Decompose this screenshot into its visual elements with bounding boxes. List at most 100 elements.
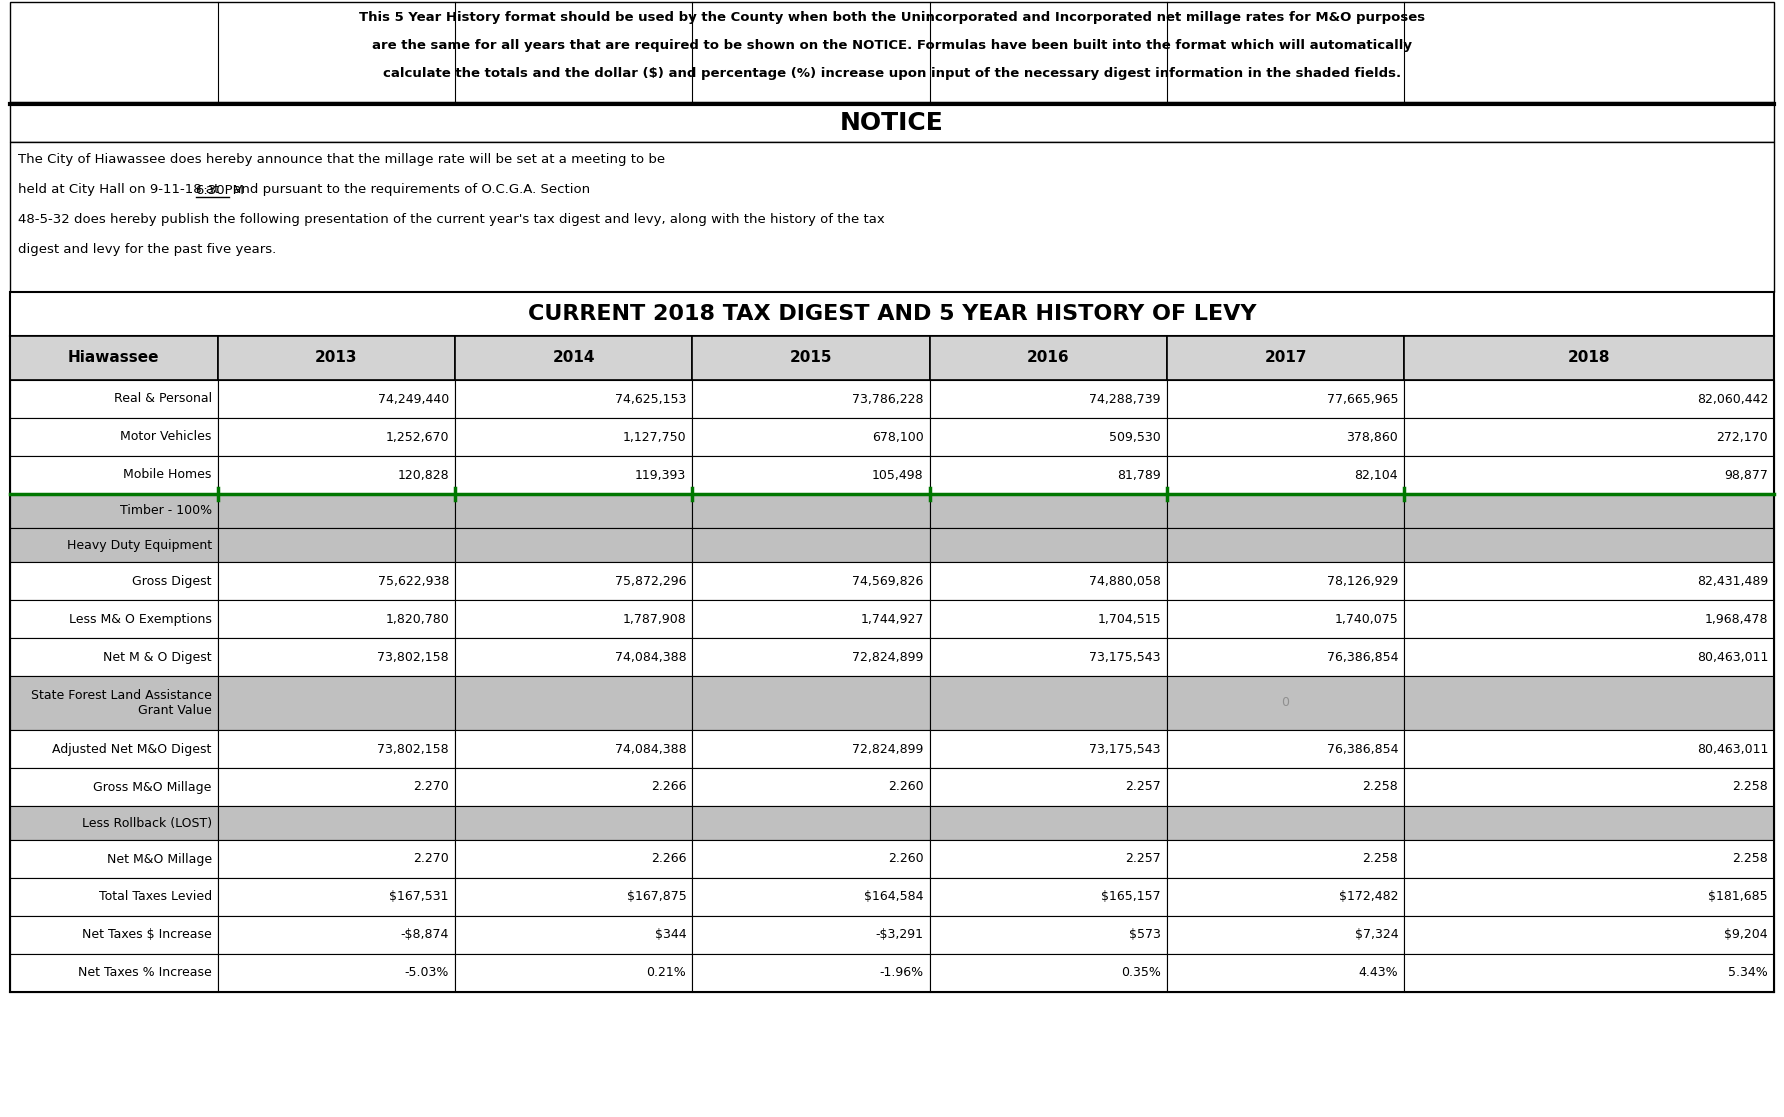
Text: 2018: 2018 <box>1568 351 1611 365</box>
Text: 2017: 2017 <box>1265 351 1308 365</box>
Text: 73,175,543: 73,175,543 <box>1090 743 1161 755</box>
Text: $573: $573 <box>1129 928 1161 942</box>
Text: 74,084,388: 74,084,388 <box>615 743 687 755</box>
Text: 73,802,158: 73,802,158 <box>378 650 450 663</box>
Text: Adjusted Net M&O Digest: Adjusted Net M&O Digest <box>52 743 212 755</box>
Bar <box>1404 731 1773 768</box>
Text: Net Taxes $ Increase: Net Taxes $ Increase <box>82 928 212 942</box>
Bar <box>1167 528 1404 562</box>
Bar <box>929 562 1167 600</box>
Bar <box>11 2 1773 102</box>
Text: Total Taxes Levied: Total Taxes Levied <box>98 890 212 904</box>
Bar <box>1404 600 1773 638</box>
Text: -$3,291: -$3,291 <box>876 928 924 942</box>
Bar <box>929 840 1167 878</box>
Text: 75,872,296: 75,872,296 <box>615 574 687 588</box>
Bar <box>11 562 218 600</box>
Bar <box>929 878 1167 916</box>
Bar <box>1167 806 1404 840</box>
Text: 272,170: 272,170 <box>1716 430 1768 443</box>
Text: 4.43%: 4.43% <box>1359 966 1399 980</box>
Bar <box>11 418 218 456</box>
Text: 74,084,388: 74,084,388 <box>615 650 687 663</box>
Text: are the same for all years that are required to be shown on the NOTICE. Formulas: are the same for all years that are requ… <box>373 39 1411 52</box>
Text: 73,175,543: 73,175,543 <box>1090 650 1161 663</box>
Bar <box>1404 878 1773 916</box>
Bar <box>929 336 1167 380</box>
Bar <box>1167 676 1404 731</box>
Text: 74,625,153: 74,625,153 <box>615 392 687 405</box>
Text: 76,386,854: 76,386,854 <box>1327 650 1399 663</box>
Bar <box>11 528 218 562</box>
Bar <box>692 840 929 878</box>
Bar <box>692 768 929 806</box>
Bar <box>218 562 455 600</box>
Text: $172,482: $172,482 <box>1338 890 1399 904</box>
Text: 72,824,899: 72,824,899 <box>853 743 924 755</box>
Text: 2.270: 2.270 <box>414 852 450 866</box>
Bar <box>455 878 692 916</box>
Bar <box>455 731 692 768</box>
Bar <box>692 731 929 768</box>
Text: 1,968,478: 1,968,478 <box>1704 612 1768 626</box>
Text: 74,880,058: 74,880,058 <box>1088 574 1161 588</box>
Bar <box>1404 528 1773 562</box>
Bar <box>11 954 218 992</box>
Text: 0.35%: 0.35% <box>1120 966 1161 980</box>
Text: held at City Hall on 9-11-18 at: held at City Hall on 9-11-18 at <box>18 183 223 197</box>
Bar <box>455 336 692 380</box>
Bar <box>1167 456 1404 494</box>
Text: Gross M&O Millage: Gross M&O Millage <box>93 781 212 793</box>
Bar <box>929 638 1167 676</box>
Bar <box>455 840 692 878</box>
Bar <box>218 600 455 638</box>
Bar <box>218 528 455 562</box>
Text: Motor Vehicles: Motor Vehicles <box>120 430 212 443</box>
Bar <box>1167 731 1404 768</box>
Text: 378,860: 378,860 <box>1347 430 1399 443</box>
Text: $167,531: $167,531 <box>389 890 450 904</box>
Bar <box>455 676 692 731</box>
Text: 1,744,927: 1,744,927 <box>860 612 924 626</box>
Bar <box>11 676 218 731</box>
Bar <box>1167 638 1404 676</box>
Text: 0: 0 <box>1281 697 1290 709</box>
Bar <box>11 292 1773 336</box>
Text: NOTICE: NOTICE <box>840 111 944 135</box>
Text: $167,875: $167,875 <box>626 890 687 904</box>
Bar <box>1404 336 1773 380</box>
Bar <box>218 638 455 676</box>
Bar <box>692 380 929 418</box>
Text: 2.258: 2.258 <box>1363 852 1399 866</box>
Text: calculate the totals and the dollar ($) and percentage (%) increase upon input o: calculate the totals and the dollar ($) … <box>384 67 1400 80</box>
Bar <box>11 878 218 916</box>
Bar <box>692 528 929 562</box>
Bar <box>455 456 692 494</box>
Text: 5.34%: 5.34% <box>1729 966 1768 980</box>
Bar <box>692 878 929 916</box>
Bar <box>11 380 218 418</box>
Text: 2.258: 2.258 <box>1732 781 1768 793</box>
Text: Net M&O Millage: Net M&O Millage <box>107 852 212 866</box>
Bar <box>218 954 455 992</box>
Bar <box>1404 494 1773 528</box>
Bar <box>11 456 218 494</box>
Bar <box>455 418 692 456</box>
Text: 82,104: 82,104 <box>1354 468 1399 481</box>
Bar <box>1167 380 1404 418</box>
Text: -1.96%: -1.96% <box>880 966 924 980</box>
Bar <box>929 954 1167 992</box>
Bar <box>455 768 692 806</box>
Text: 2014: 2014 <box>553 351 594 365</box>
Bar <box>218 676 455 731</box>
Text: 76,386,854: 76,386,854 <box>1327 743 1399 755</box>
Text: 72,824,899: 72,824,899 <box>853 650 924 663</box>
Bar <box>11 916 218 954</box>
Bar <box>11 494 218 528</box>
Bar <box>929 600 1167 638</box>
Bar <box>929 494 1167 528</box>
Bar <box>455 494 692 528</box>
Text: 2013: 2013 <box>316 351 357 365</box>
Bar <box>692 806 929 840</box>
Bar <box>929 528 1167 562</box>
